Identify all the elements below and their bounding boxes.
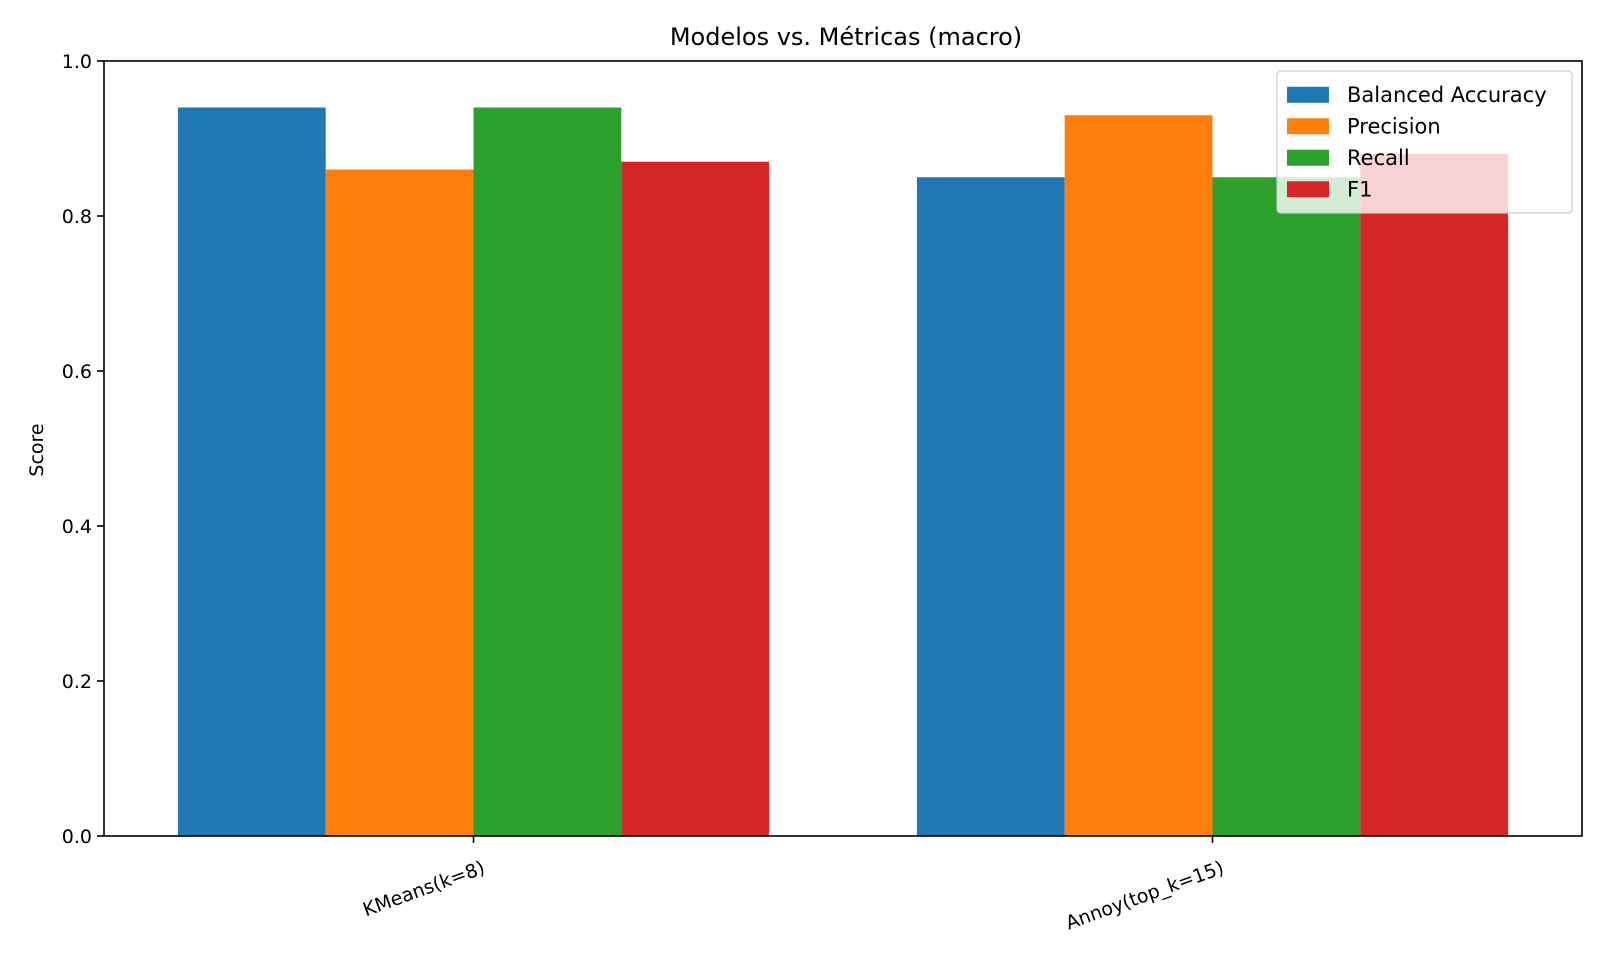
- chart-title: Modelos vs. Métricas (macro): [670, 23, 1022, 51]
- legend-label: Precision: [1347, 114, 1441, 138]
- bar-f1-1: [621, 161, 770, 836]
- bar-precision-2: [1064, 115, 1213, 836]
- legend-swatch: [1287, 86, 1329, 103]
- bar-balanced-accuracy-1: [177, 107, 326, 836]
- bar-recall-1: [473, 107, 622, 836]
- bar-precision-1: [325, 169, 474, 836]
- y-tick-label: 0.0: [62, 826, 92, 848]
- y-axis-label: Score: [26, 423, 48, 476]
- legend-label: Recall: [1347, 146, 1410, 170]
- y-tick-label: 1.0: [62, 51, 92, 73]
- plot-area-frame: [103, 60, 1583, 837]
- bar-recall-2: [1212, 177, 1361, 836]
- legend: Balanced Accuracy Precision Recall F1: [1276, 70, 1573, 214]
- bar-f1-2: [1360, 154, 1509, 836]
- legend-label: Balanced Accuracy: [1347, 83, 1547, 107]
- y-tick-label: 0.6: [62, 361, 92, 383]
- legend-swatch: [1287, 149, 1329, 166]
- legend-swatch: [1287, 181, 1329, 198]
- y-tick-label: 0.8: [62, 206, 92, 228]
- y-tick-label: 0.4: [62, 516, 92, 538]
- bar-balanced-accuracy-2: [916, 177, 1065, 836]
- legend-swatch: [1287, 118, 1329, 135]
- legend-box: [1276, 70, 1573, 214]
- y-tick-label: 0.2: [62, 671, 92, 693]
- y-axis-ticks: 0.0 0.2 0.4 0.6 0.8 1.0: [62, 51, 104, 848]
- bars-group: [177, 107, 1509, 836]
- legend-label: F1: [1347, 177, 1372, 201]
